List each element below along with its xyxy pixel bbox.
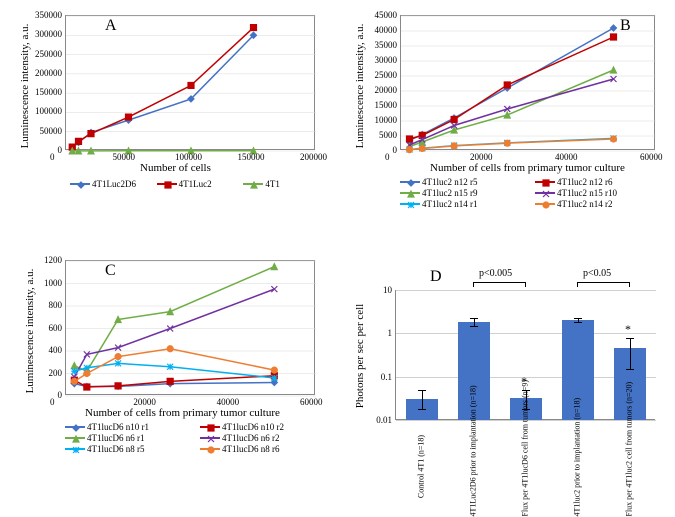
xtick: 0 xyxy=(50,152,55,162)
xtick: 40000 xyxy=(217,397,240,407)
ytick: 1 xyxy=(388,328,393,338)
ylabel-d: Photons per sec per cell xyxy=(354,291,366,421)
legend-label: 4T1luc2 n12 r6 xyxy=(557,177,613,187)
legend-item: 4T1lucD6 n6 r1 xyxy=(65,433,192,443)
panel-d: Photons per sec per cell D 0.010.1110Con… xyxy=(345,260,670,510)
ytick: 0.01 xyxy=(376,415,392,425)
bar-label: Control 4T1 (n=18) xyxy=(417,417,426,517)
xtick: 0 xyxy=(385,152,390,162)
xlabel-a: Number of cells xyxy=(140,162,211,174)
ytick: 250000 xyxy=(17,49,62,59)
xtick: 200000 xyxy=(300,152,327,162)
legend-item: 4T1luc2 n14 r2 xyxy=(535,199,662,209)
ytick: 0 xyxy=(17,145,62,155)
ytick: 0 xyxy=(17,390,62,400)
legend-item: 4T1luc2 n12 r5 xyxy=(400,177,527,187)
legend-label: 4T1luc2 n15 r10 xyxy=(557,188,617,198)
chart-a-svg xyxy=(66,16,316,151)
ytick: 200000 xyxy=(17,68,62,78)
bar-label: Flux per 4T1luc2 cell from tumors (n=20) xyxy=(625,417,634,517)
xtick: 100000 xyxy=(175,152,202,162)
plot-c xyxy=(65,260,315,395)
xtick: 60000 xyxy=(640,152,663,162)
ytick: 10 xyxy=(383,285,392,295)
legend-item: 4T1luc2 n12 r6 xyxy=(535,177,662,187)
legend-label: 4T1lucD6 n6 r2 xyxy=(222,433,280,443)
ytick: 350000 xyxy=(17,10,62,20)
ytick: 0 xyxy=(352,145,397,155)
legend-label: 4T1lucD6 n10 r1 xyxy=(87,422,149,432)
legend-item: 4T1Luc2 xyxy=(157,179,236,189)
panel-a: Luminescence intensity, a.u. A Number of… xyxy=(10,5,330,205)
xlabel-b: Number of cells from primary tumor cultu… xyxy=(430,162,625,174)
legend-item: 4T1lucD6 n6 r2 xyxy=(200,433,327,443)
ytick: 25000 xyxy=(352,70,397,80)
ytick: 15000 xyxy=(352,100,397,110)
ytick: 35000 xyxy=(352,40,397,50)
legend-label: 4T1lucD6 n8 r5 xyxy=(87,444,145,454)
ytick: 600 xyxy=(17,323,62,333)
ytick: 100000 xyxy=(17,106,62,116)
legend-item: 4T1 xyxy=(243,179,322,189)
legend-label: 4T1luc2 n14 r2 xyxy=(557,199,613,209)
ytick: 0.1 xyxy=(381,372,392,382)
pvalue: p<0.05 xyxy=(583,268,611,279)
ytick: 800 xyxy=(17,300,62,310)
legend-item: 4T1luc2 n15 r10 xyxy=(535,188,662,198)
ytick: 20000 xyxy=(352,85,397,95)
chart-c-svg xyxy=(66,261,316,396)
panel-letter-d: D xyxy=(430,268,442,286)
legend-item: 4T1lucD6 n10 r1 xyxy=(65,422,192,432)
xtick: 50000 xyxy=(113,152,136,162)
ytick: 300000 xyxy=(17,29,62,39)
xtick: 150000 xyxy=(238,152,265,162)
plot-b xyxy=(400,15,655,150)
xtick: 20000 xyxy=(470,152,493,162)
legend-label: 4T1luc2 n15 r9 xyxy=(422,188,478,198)
ytick: 1000 xyxy=(17,278,62,288)
ytick: 200 xyxy=(17,368,62,378)
xtick: 20000 xyxy=(133,397,156,407)
xtick: 60000 xyxy=(300,397,323,407)
legend-item: 4T1lucD6 n10 r2 xyxy=(200,422,327,432)
legend-label: 4T1lucD6 n10 r2 xyxy=(222,422,284,432)
bar-label: 4T1luc2 prior to implantation (n=18) xyxy=(573,417,582,517)
legend-label: 4T1lucD6 n8 r6 xyxy=(222,444,280,454)
bar-label: Flux per 4T1lucD6 cell from tumors (n=9) xyxy=(521,417,530,517)
legend-item: 4T1Luc2D6 xyxy=(70,179,149,189)
ytick: 30000 xyxy=(352,55,397,65)
ytick: 1200 xyxy=(17,255,62,265)
legend-b: 4T1luc2 n12 r54T1luc2 n12 r64T1luc2 n15 … xyxy=(400,177,670,210)
pvalue: p<0.005 xyxy=(479,268,512,279)
xtick: 0 xyxy=(50,397,55,407)
legend-item: 4T1lucD6 n8 r6 xyxy=(200,444,327,454)
legend-label: 4T1luc2 n12 r5 xyxy=(422,177,478,187)
legend-label: 4T1Luc2D6 xyxy=(92,179,136,189)
legend-c: 4T1lucD6 n10 r14T1lucD6 n10 r24T1lucD6 n… xyxy=(65,422,335,455)
xlabel-c: Number of cells from primary tumor cultu… xyxy=(85,407,280,419)
ytick: 45000 xyxy=(352,10,397,20)
ytick: 40000 xyxy=(352,25,397,35)
ytick: 400 xyxy=(17,345,62,355)
sig-marker: * xyxy=(625,322,631,337)
legend-item: 4T1lucD6 n8 r5 xyxy=(65,444,192,454)
ytick: 50000 xyxy=(17,126,62,136)
ytick: 10000 xyxy=(352,115,397,125)
legend-item: 4T1luc2 n14 r1 xyxy=(400,199,527,209)
xtick: 40000 xyxy=(555,152,578,162)
legend-label: 4T1 xyxy=(265,179,280,189)
legend-label: 4T1Luc2 xyxy=(179,179,212,189)
legend-a: 4T1Luc2D6 4T1Luc2 4T1 xyxy=(70,179,330,190)
legend-label: 4T1luc2 n14 r1 xyxy=(422,199,478,209)
legend-label: 4T1lucD6 n6 r1 xyxy=(87,433,145,443)
ytick: 150000 xyxy=(17,87,62,97)
chart-b-svg xyxy=(401,16,656,151)
legend-item: 4T1luc2 n15 r9 xyxy=(400,188,527,198)
plot-a xyxy=(65,15,315,150)
ytick: 5000 xyxy=(352,130,397,140)
panel-b: Luminescence intensity, a.u. B Number of… xyxy=(345,5,670,235)
panel-c: Luminescence intensity, a.u. C Number of… xyxy=(10,250,330,510)
bar-label: 4T1Luc2D6 prior to implantation (n=18) xyxy=(469,417,478,517)
